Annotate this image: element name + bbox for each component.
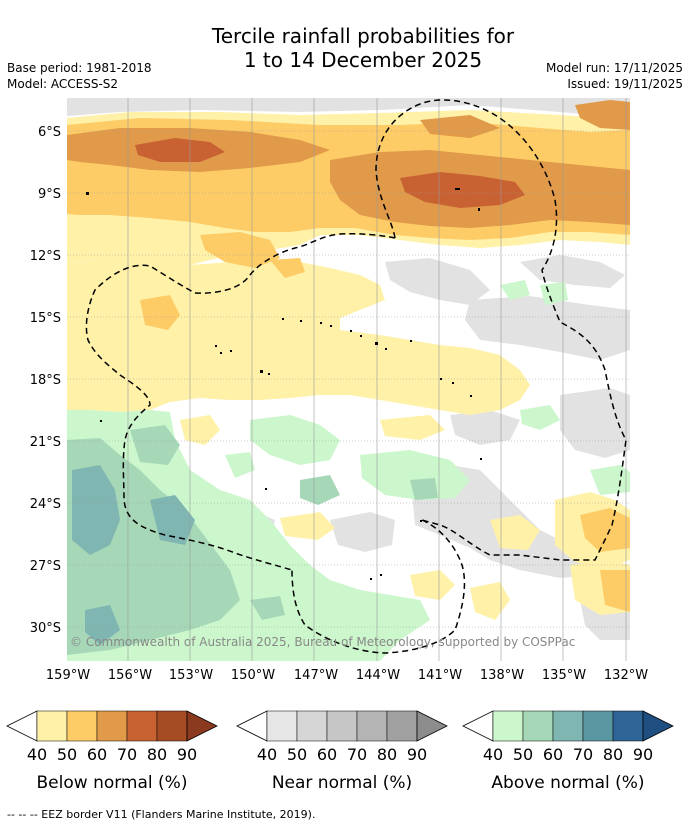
colorbar-tick-label: 60 bbox=[317, 745, 337, 764]
colorbar-segment bbox=[522, 710, 554, 742]
colorbar-high-arrow bbox=[642, 710, 674, 742]
map-title: Tercile rainfall probabilities for 1 to … bbox=[0, 24, 690, 72]
lat-tick-label: 24°S bbox=[30, 497, 61, 512]
lat-tick-label: 27°S bbox=[30, 559, 61, 574]
colorbar-segment bbox=[356, 710, 388, 742]
colorbar-tick-label: 90 bbox=[407, 745, 427, 764]
lat-tick-label: 9°S bbox=[38, 187, 61, 202]
colorbar-below-normal: 40 50 60 70 80 90 Below normal (%) bbox=[6, 710, 218, 793]
colorbar-label: Near normal (%) bbox=[272, 773, 412, 793]
colorbar-segment bbox=[266, 710, 298, 742]
lat-tick-label: 6°S bbox=[38, 125, 61, 140]
grid-lines bbox=[67, 98, 630, 661]
colorbar-segment bbox=[96, 710, 128, 742]
lon-tick-label: 135°W bbox=[542, 668, 586, 683]
lon-tick-label: 159°W bbox=[46, 668, 90, 683]
copyright-note: © Commonwealth of Australia 2025, Bureau… bbox=[70, 635, 575, 649]
colorbar-low-arrow bbox=[6, 710, 38, 742]
model-name: Model: ACCESS-S2 bbox=[7, 77, 119, 91]
colorbar-tick-label: 50 bbox=[57, 745, 77, 764]
base-period: Base period: 1981-2018 bbox=[7, 61, 152, 75]
colorbar-low-arrow bbox=[462, 710, 494, 742]
eez-borders bbox=[85, 99, 627, 654]
forecast-map: © Commonwealth of Australia 2025, Bureau… bbox=[6, 98, 674, 793]
colorbar-label: Below normal (%) bbox=[37, 773, 188, 793]
longitude-axis: 159°W 156°W 153°W 150°W 147°W 144°W 141°… bbox=[46, 668, 648, 683]
lon-tick-label: 144°W bbox=[356, 668, 400, 683]
lon-tick-label: 147°W bbox=[294, 668, 338, 683]
eez-footnote: -- -- -- EEZ border V11 (Flanders Marine… bbox=[7, 808, 316, 821]
colorbar-segment bbox=[296, 710, 328, 742]
meta-left: Base period: 1981-2018 Model: ACCESS-S2 bbox=[7, 60, 152, 92]
lon-tick-label: 150°W bbox=[231, 668, 275, 683]
colorbar-near-normal: 40 50 60 70 80 90 Near normal (%) bbox=[236, 710, 448, 793]
colorbar-segment bbox=[156, 710, 188, 742]
lon-tick-label: 156°W bbox=[108, 668, 152, 683]
colorbar-tick-label: 60 bbox=[543, 745, 563, 764]
title-line-1: Tercile rainfall probabilities for bbox=[211, 24, 515, 48]
colorbar-segment bbox=[326, 710, 358, 742]
islands bbox=[86, 188, 482, 580]
latitude-axis: 6°S 9°S 12°S 15°S 18°S 21°S 24°S 27°S 30… bbox=[30, 125, 61, 636]
meta-right: Model run: 17/11/2025 Issued: 19/11/2025 bbox=[546, 60, 683, 92]
lon-tick-label: 132°W bbox=[604, 668, 648, 683]
colorbar-segment bbox=[36, 710, 68, 742]
colorbar-high-arrow bbox=[186, 710, 218, 742]
colorbar-tick-label: 40 bbox=[483, 745, 503, 764]
colorbar-tick-label: 40 bbox=[27, 745, 47, 764]
issued-date: Issued: 19/11/2025 bbox=[567, 77, 683, 91]
colorbar-above-normal: 40 50 60 70 80 90 Above normal (%) bbox=[462, 710, 674, 793]
colorbar-segment bbox=[66, 710, 98, 742]
colorbar-segment bbox=[386, 710, 418, 742]
lon-tick-label: 153°W bbox=[169, 668, 213, 683]
lon-tick-label: 138°W bbox=[480, 668, 524, 683]
colorbar-segment bbox=[492, 710, 524, 742]
lat-tick-label: 15°S bbox=[30, 311, 61, 326]
colorbar-tick-label: 70 bbox=[573, 745, 593, 764]
colorbar-tick-label: 90 bbox=[177, 745, 197, 764]
above-normal-60-70 bbox=[72, 465, 195, 645]
colorbar-tick-label: 80 bbox=[147, 745, 167, 764]
colorbar-tick-label: 50 bbox=[513, 745, 533, 764]
colorbar-tick-label: 40 bbox=[257, 745, 277, 764]
lat-tick-label: 21°S bbox=[30, 435, 61, 450]
colorbar-tick-label: 80 bbox=[377, 745, 397, 764]
colorbar-tick-label: 80 bbox=[603, 745, 623, 764]
colorbar-segment bbox=[552, 710, 584, 742]
colorbar-segment bbox=[582, 710, 614, 742]
colorbar-tick-label: 70 bbox=[117, 745, 137, 764]
lon-tick-label: 141°W bbox=[418, 668, 462, 683]
colorbar-segment bbox=[126, 710, 158, 742]
title-line-2: 1 to 14 December 2025 bbox=[243, 48, 483, 72]
colorbar-tick-label: 50 bbox=[287, 745, 307, 764]
model-run: Model run: 17/11/2025 bbox=[545, 61, 683, 75]
colorbar-segment bbox=[612, 710, 644, 742]
colorbar-label: Above normal (%) bbox=[491, 773, 644, 793]
below-normal-70-80 bbox=[135, 138, 525, 208]
colorbar-low-arrow bbox=[236, 710, 268, 742]
colorbar-tick-label: 90 bbox=[633, 745, 653, 764]
lat-tick-label: 30°S bbox=[30, 621, 61, 636]
colorbar-tick-label: 60 bbox=[87, 745, 107, 764]
colorbar-tick-label: 70 bbox=[347, 745, 367, 764]
lat-tick-label: 12°S bbox=[30, 249, 61, 264]
colorbar-high-arrow bbox=[416, 710, 448, 742]
map-field: © Commonwealth of Australia 2025, Bureau… bbox=[67, 98, 630, 661]
lat-tick-label: 18°S bbox=[30, 373, 61, 388]
